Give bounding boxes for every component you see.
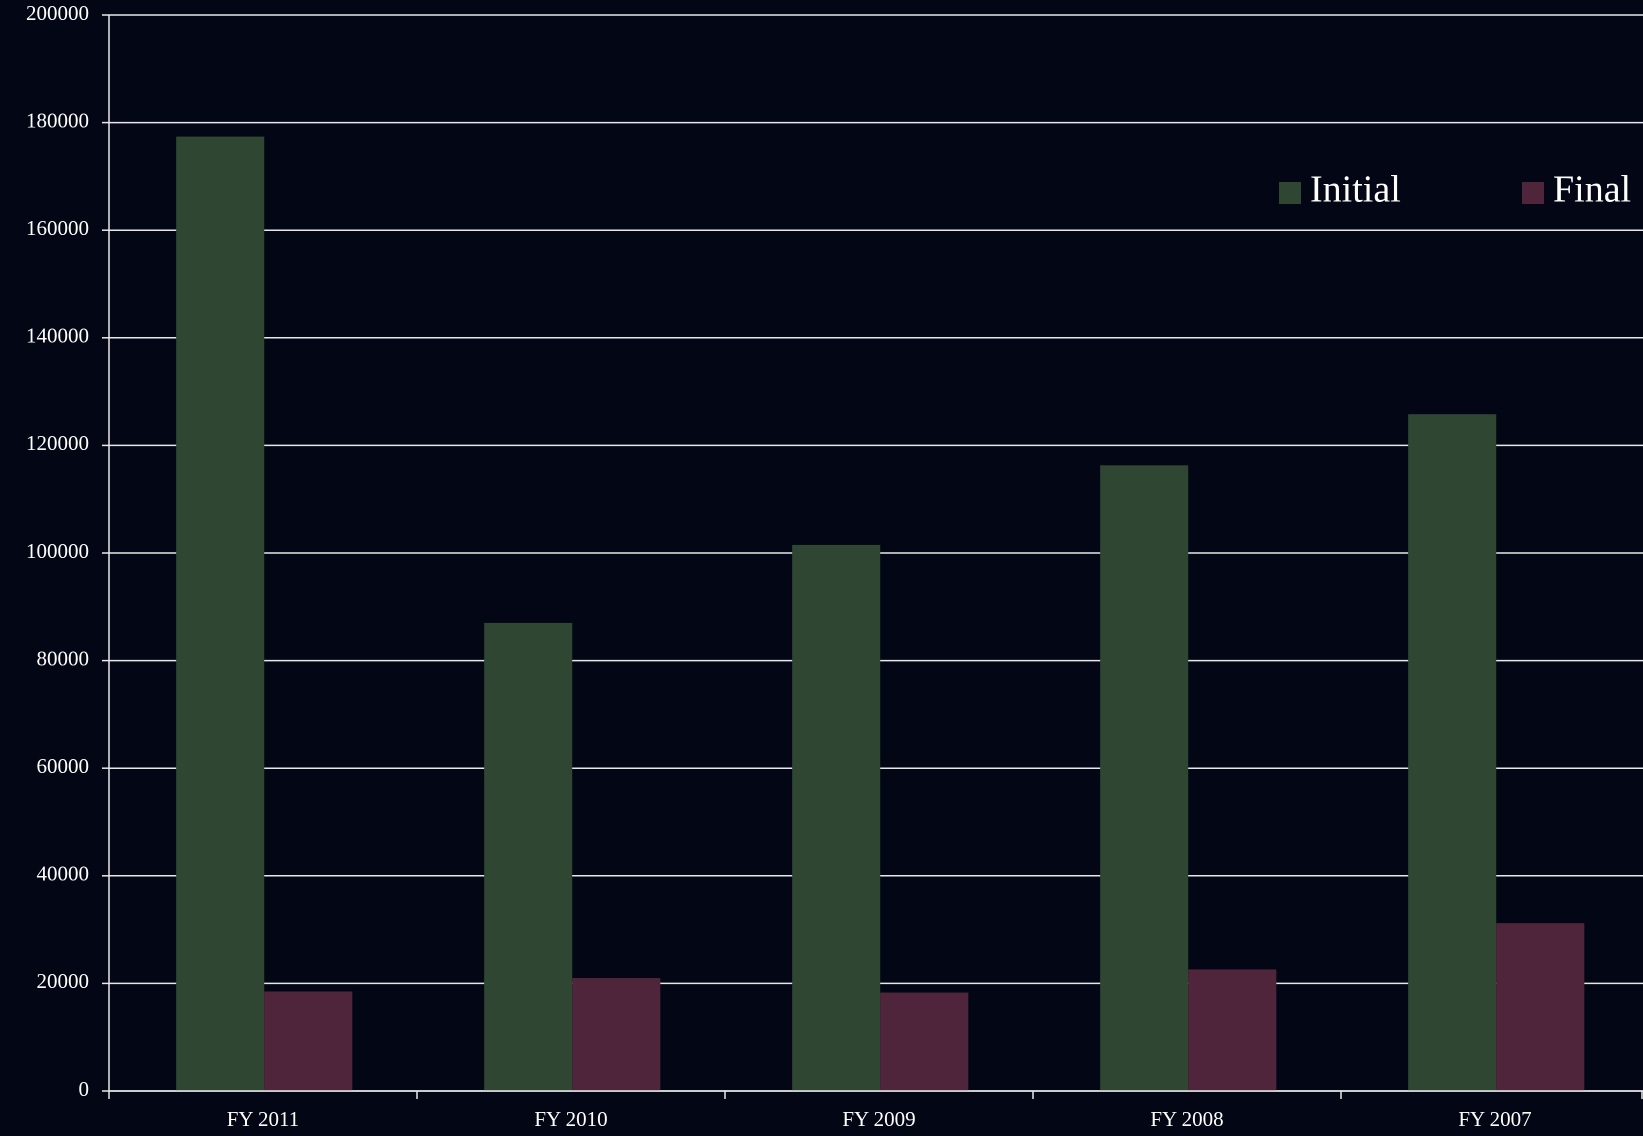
bar	[1408, 414, 1497, 1091]
bar	[484, 622, 573, 1091]
bar	[264, 991, 353, 1091]
x-tick-label: FY 2008	[1150, 1107, 1223, 1131]
y-tick-label: 140000	[26, 324, 89, 348]
legend-text: Final	[1553, 169, 1631, 211]
bar	[792, 544, 881, 1091]
x-tick-label: FY 2007	[1458, 1107, 1531, 1131]
y-tick-label: 180000	[26, 108, 89, 132]
y-tick-label: 40000	[37, 862, 90, 886]
y-tick-label: 60000	[37, 754, 90, 778]
y-tick-label: 160000	[26, 216, 89, 240]
legend-text: Initial	[1310, 169, 1401, 211]
y-tick-label: 200000	[26, 1, 89, 25]
y-tick-label: 0	[79, 1077, 90, 1101]
bar	[1496, 923, 1585, 1091]
x-tick-label: FY 2010	[534, 1107, 607, 1131]
bar	[572, 978, 661, 1091]
y-tick-label: 80000	[37, 646, 90, 670]
y-tick-label: 20000	[37, 969, 90, 993]
bar	[880, 992, 969, 1091]
bar	[176, 136, 265, 1091]
x-tick-label: FY 2011	[227, 1107, 300, 1131]
legend-swatch	[1279, 182, 1301, 204]
legend-swatch	[1522, 182, 1544, 204]
bar	[1100, 465, 1189, 1091]
y-tick-label: 100000	[26, 539, 89, 563]
y-tick-label: 120000	[26, 431, 89, 455]
x-tick-label: FY 2009	[842, 1107, 915, 1131]
bar	[1188, 969, 1277, 1091]
